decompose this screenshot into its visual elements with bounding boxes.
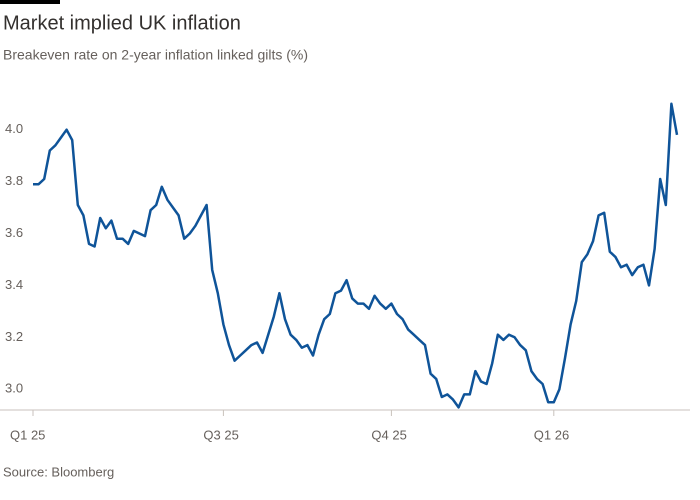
y-tick-label: 4.0 [5,121,23,136]
line-series [33,102,679,409]
y-tick-label: 3.8 [5,173,23,188]
x-tick-label: Q4 25 [371,427,406,442]
y-tick-label: 3.4 [5,277,23,292]
x-tick-label: Q3 25 [203,427,238,442]
chart-subtitle: Breakeven rate on 2-year inflation linke… [3,47,308,63]
y-tick-label: 3.2 [5,329,23,344]
y-tick-label: 3.0 [5,381,23,396]
x-tick-label: Q1 26 [534,427,569,442]
y-tick-label: 3.6 [5,225,23,240]
x-tick-label: Q1 25 [10,427,45,442]
top-bar [0,0,60,4]
chart-title: Market implied UK inflation [3,12,241,34]
source: Source: Bloomberg [3,464,114,479]
